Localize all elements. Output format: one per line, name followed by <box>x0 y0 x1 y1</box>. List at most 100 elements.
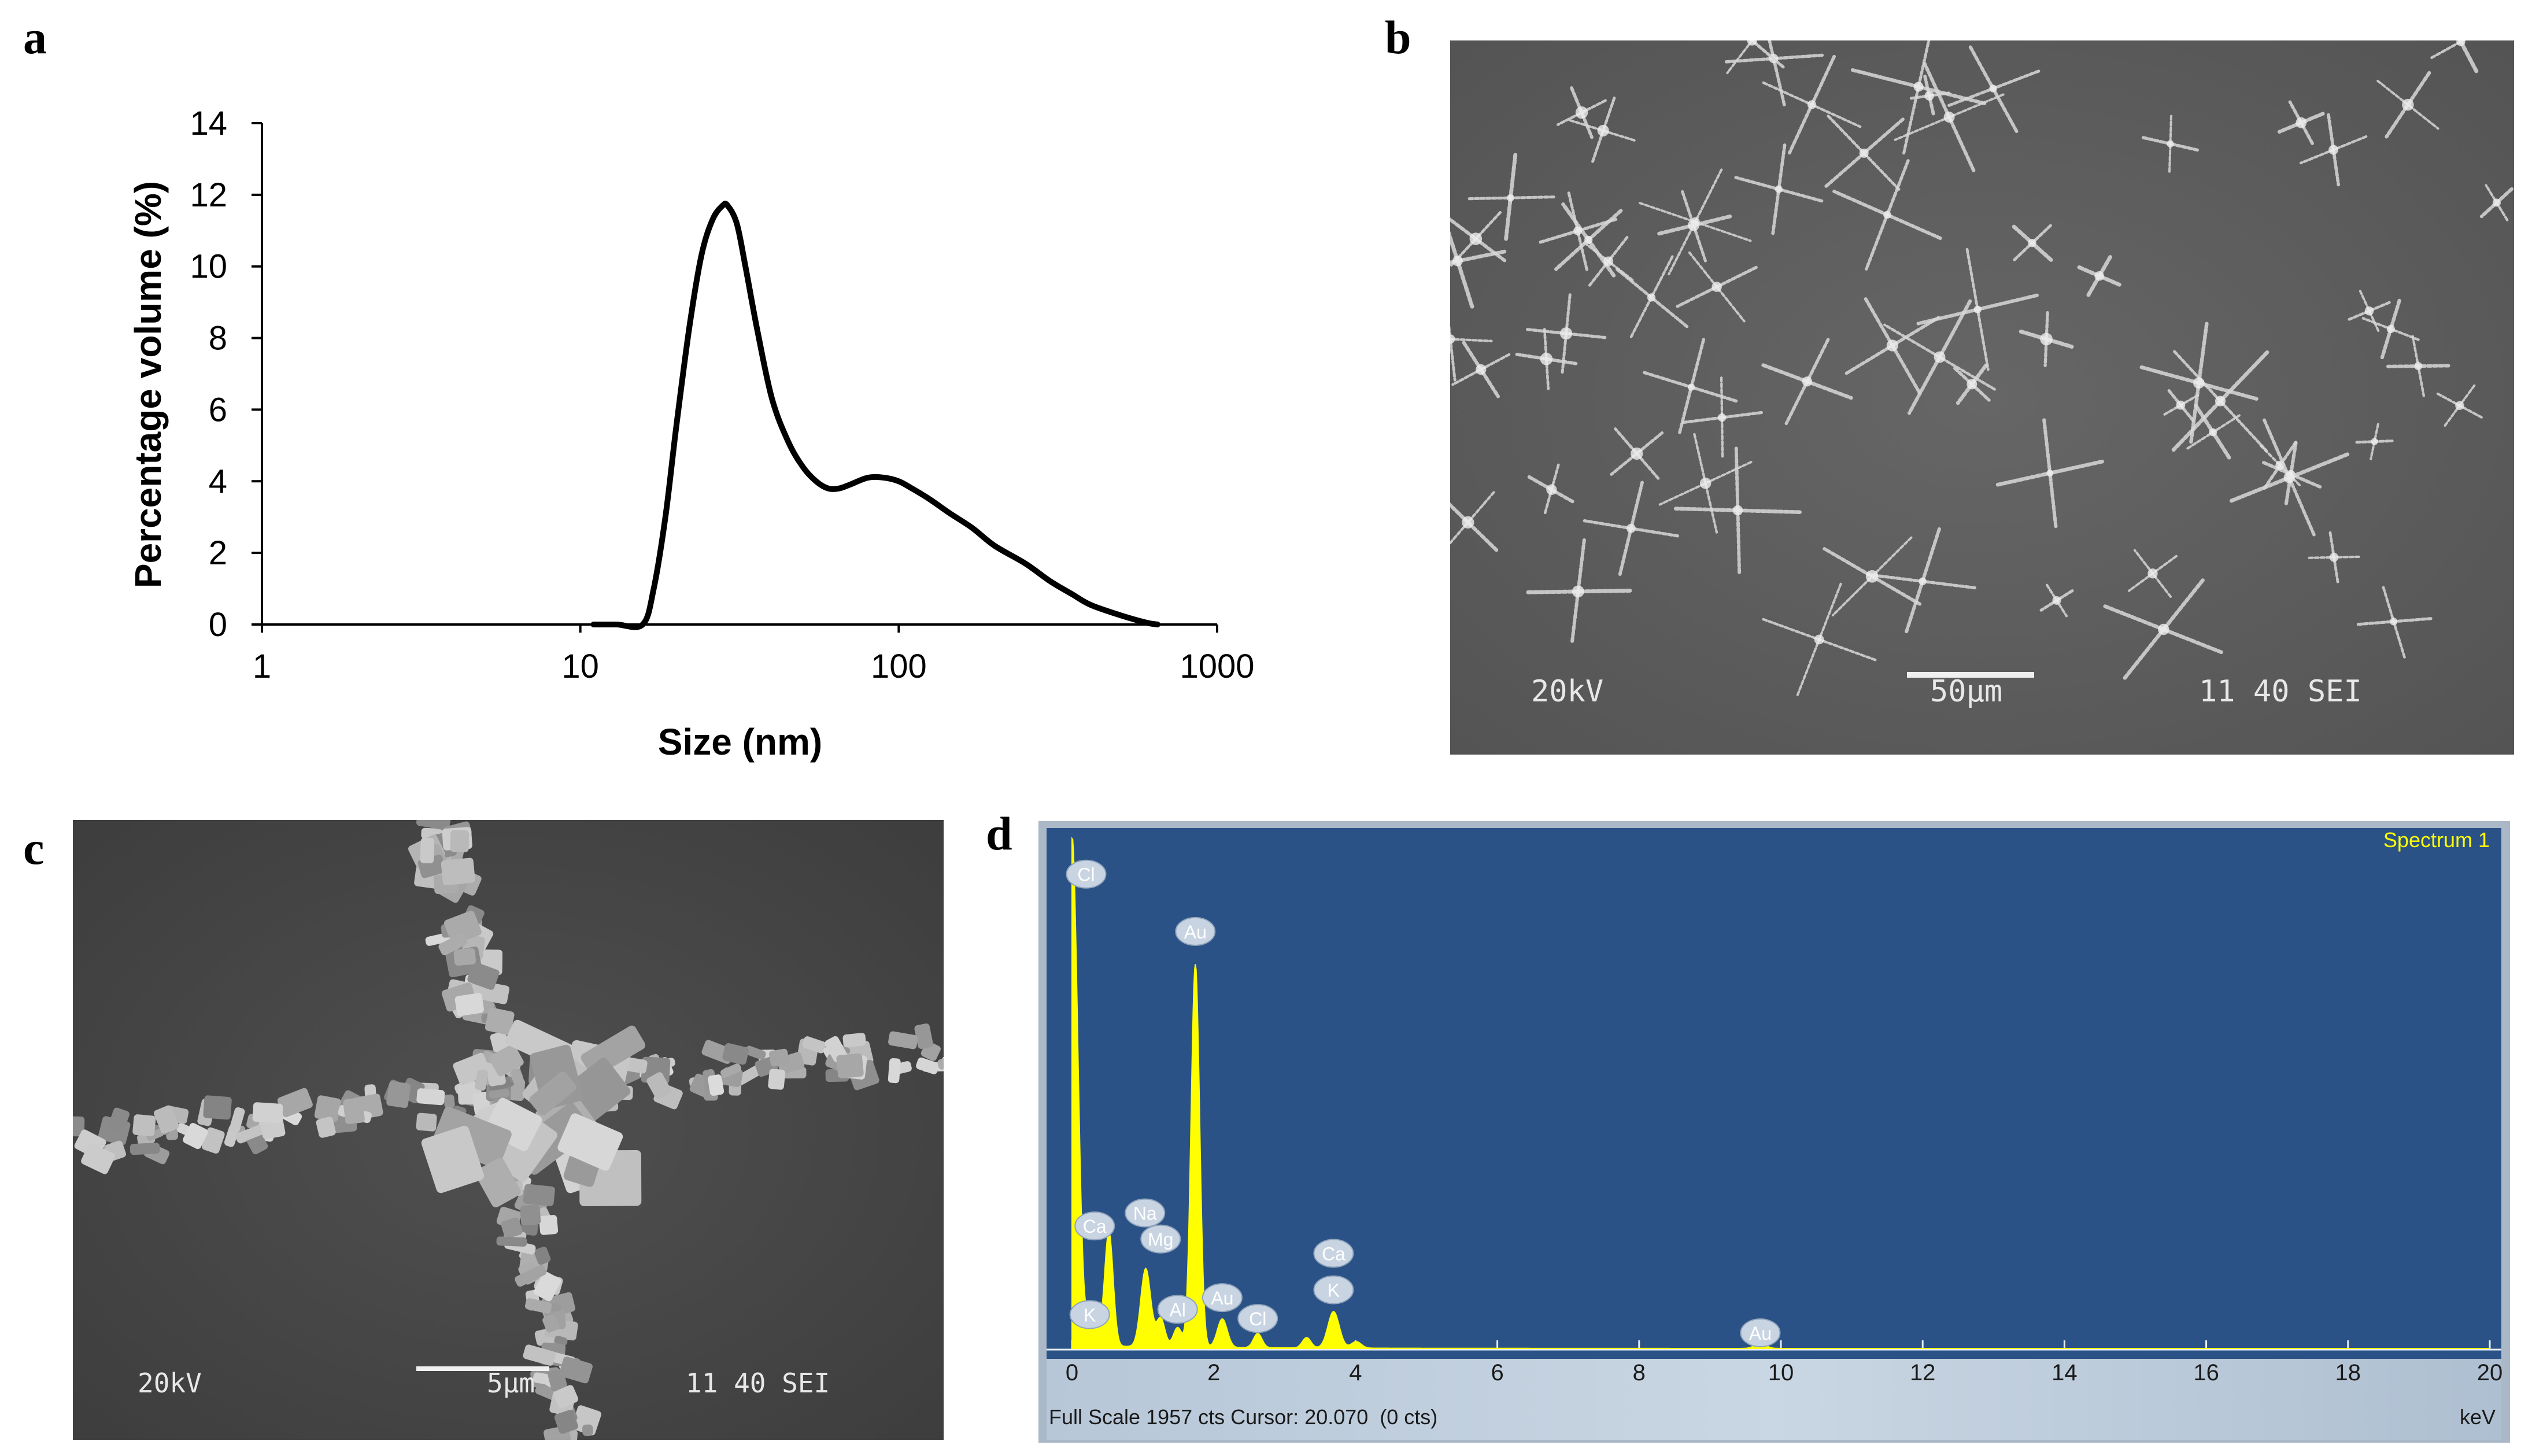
crystal-cross <box>2299 113 2368 187</box>
eds-footer-status: Full Scale 1957 cts Cursor: 20.070 (0 ct… <box>1049 1405 1437 1429</box>
eds-x-tick-label: 4 <box>1349 1360 1362 1385</box>
crystal-cross <box>2011 224 2053 262</box>
crystal-cross <box>1883 299 1997 415</box>
element-peak-text: Au <box>1749 1323 1772 1344</box>
crystal-particle <box>314 1095 341 1122</box>
crystal-cross <box>1569 97 1637 165</box>
crystal-particle <box>769 1048 789 1067</box>
x-tick-label: 100 <box>871 648 927 685</box>
sem-c-info: 11 40 SEI <box>686 1368 830 1399</box>
eds-x-axis-unit: keV <box>2460 1405 2496 1429</box>
element-peak-label: Au <box>1202 1283 1243 1313</box>
crystal-cross <box>2376 71 2439 139</box>
crystal-particle <box>496 1236 527 1247</box>
element-peak-text: Al <box>1169 1299 1185 1320</box>
y-axis-label: Percentage volume (%) <box>127 181 169 588</box>
x-tick-label: 10 <box>561 648 599 685</box>
crystal-cross <box>1466 153 1555 243</box>
eds-x-tick-label: 8 <box>1633 1360 1646 1385</box>
element-peak-label: Al <box>1157 1295 1198 1324</box>
crystal-cross <box>2141 114 2200 173</box>
eds-x-tick-label: 2 <box>1207 1360 1220 1385</box>
eds-plot-area <box>1047 828 2501 1359</box>
crystal-cluster <box>432 1106 512 1169</box>
crystal-cluster <box>475 1158 521 1207</box>
crystal-cross <box>1643 338 1740 437</box>
sem-b-scale-bar <box>1907 672 2034 678</box>
element-peak-label: Ca <box>1313 1239 1354 1268</box>
element-peak-text: Au <box>1184 922 1207 943</box>
element-peak-label: Cl <box>1237 1304 1278 1333</box>
crystal-cluster <box>529 1071 576 1115</box>
crystal-cross <box>1832 159 1942 271</box>
crystal-particle <box>485 1007 515 1035</box>
crystal-particle <box>534 1246 551 1265</box>
crystal-cross <box>2277 100 2325 145</box>
crystal-particle <box>842 1033 866 1048</box>
crystal-particle <box>571 1405 601 1436</box>
sem-c-voltage: 20kV <box>138 1368 202 1399</box>
crystal-particle <box>229 1107 245 1133</box>
y-tick-label: 14 <box>190 105 227 142</box>
crystal-particle <box>130 1143 160 1155</box>
crystal-particle <box>438 933 467 955</box>
crystal-particle <box>443 1094 455 1109</box>
crystal-cross <box>2479 184 2513 221</box>
crystal-cross <box>1451 341 1511 398</box>
crystal-particle <box>646 1072 671 1100</box>
element-peak-label: Cl <box>1066 859 1107 889</box>
crystal-cross <box>1450 231 1507 309</box>
crystal-particle <box>277 1088 313 1118</box>
element-peak-text: K <box>1328 1280 1340 1301</box>
eds-x-tick-label: 10 <box>1768 1360 1794 1385</box>
crystal-cross <box>1610 427 1664 480</box>
crystal-particle <box>888 1058 901 1084</box>
sem-micrograph-c-image: 20kV 5µm 11 40 SEI <box>73 820 944 1440</box>
crystal-cross <box>2185 404 2241 461</box>
crystal-particle <box>722 1043 749 1065</box>
sem-micrograph-c: 20kV 5µm 11 40 SEI <box>73 820 944 1440</box>
element-peak-label: Au <box>1175 917 1216 946</box>
crystal-particle <box>490 1031 509 1052</box>
crystal-cross <box>1583 236 1634 287</box>
crystal-particle <box>542 1314 560 1333</box>
eds-x-tick-label: 6 <box>1491 1360 1503 1385</box>
crystal-particle <box>444 910 482 945</box>
crystal-cross <box>1726 40 1785 75</box>
panel-letter-d: d <box>986 807 1012 860</box>
x-tick-label: 1 <box>253 648 271 685</box>
element-peak-text: Mg <box>1148 1229 1173 1250</box>
crystal-cross <box>2348 290 2391 332</box>
panel-letter-a: a <box>23 11 47 64</box>
crystal-cross <box>2308 531 2360 583</box>
crystal-particle <box>467 962 500 990</box>
crystal-particle <box>489 1044 524 1077</box>
crystal-particle <box>501 1217 523 1239</box>
crystal-cross <box>2139 321 2258 445</box>
crystal-particle <box>916 1057 940 1074</box>
element-peak-text: K <box>1084 1305 1096 1325</box>
crystal-cross <box>1450 491 1499 552</box>
sem-micrograph-b-image: 20kV 50µm 11 40 SEI <box>1450 40 2514 755</box>
crystal-particle <box>553 1385 579 1409</box>
crystal-cross <box>2430 40 2479 74</box>
crystal-particle <box>836 1053 864 1079</box>
element-peak-label: Na <box>1125 1198 1166 1228</box>
crystal-cross <box>1614 255 1689 340</box>
crystal-particle <box>475 1069 489 1091</box>
crystal-particle <box>524 1298 552 1314</box>
crystal-cross <box>1866 527 1979 635</box>
x-axis-label: Size (nm) <box>658 721 822 763</box>
crystal-particle <box>146 1128 164 1141</box>
eds-x-tick-label: 0 <box>1066 1360 1078 1385</box>
crystal-cross <box>1556 86 1607 139</box>
sem-c-scale-bar <box>416 1366 549 1371</box>
crystal-particle <box>450 830 470 852</box>
element-peak-text: Cl <box>1249 1309 1266 1329</box>
crystal-particle <box>73 1116 85 1137</box>
y-tick-label: 12 <box>190 176 227 214</box>
element-peak-label: Mg <box>1140 1224 1181 1254</box>
sem-c-scale-label: 5µm <box>487 1368 535 1399</box>
crystal-cross <box>2436 384 2483 427</box>
element-peak-label: Au <box>1740 1318 1781 1347</box>
